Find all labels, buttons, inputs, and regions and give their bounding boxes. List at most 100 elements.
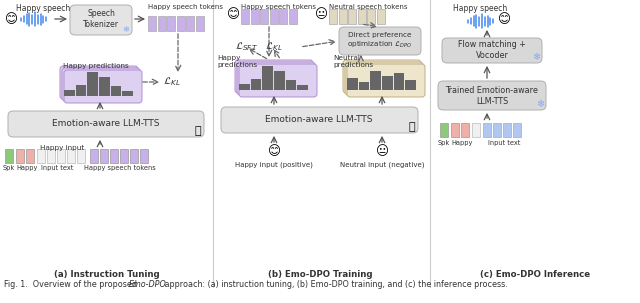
- Text: Neutral
predictions: Neutral predictions: [333, 55, 373, 68]
- Bar: [358, 9, 365, 24]
- FancyBboxPatch shape: [70, 5, 132, 35]
- Text: ❄: ❄: [122, 25, 129, 34]
- Text: 😊: 😊: [227, 8, 239, 21]
- Bar: [394, 73, 404, 90]
- Bar: [67, 149, 75, 163]
- Bar: [367, 9, 375, 24]
- Bar: [493, 123, 501, 137]
- Bar: [239, 84, 250, 90]
- FancyBboxPatch shape: [221, 107, 418, 133]
- Bar: [382, 76, 393, 90]
- Text: Happy speech tokens: Happy speech tokens: [84, 165, 156, 171]
- Bar: [77, 149, 85, 163]
- FancyBboxPatch shape: [8, 111, 204, 137]
- Text: Happy
predictions: Happy predictions: [217, 55, 257, 68]
- Bar: [262, 66, 273, 90]
- Bar: [186, 16, 194, 31]
- Bar: [461, 123, 469, 137]
- FancyBboxPatch shape: [438, 81, 546, 110]
- Text: Happy predictions: Happy predictions: [63, 63, 129, 69]
- Bar: [57, 149, 65, 163]
- Text: Happy speech tokens: Happy speech tokens: [241, 4, 316, 10]
- Text: 🔥: 🔥: [195, 126, 201, 136]
- Text: Neutral speech tokens: Neutral speech tokens: [329, 4, 408, 10]
- FancyBboxPatch shape: [442, 38, 542, 63]
- Text: (a) Instruction Tuning: (a) Instruction Tuning: [54, 270, 160, 279]
- Bar: [339, 9, 346, 24]
- FancyBboxPatch shape: [235, 60, 313, 93]
- Text: $\mathcal{L}_{SFT}$: $\mathcal{L}_{SFT}$: [235, 41, 258, 53]
- Bar: [99, 77, 109, 96]
- Bar: [140, 149, 148, 163]
- Text: Flow matching +
Vocoder: Flow matching + Vocoder: [458, 40, 526, 60]
- Bar: [120, 149, 128, 163]
- Text: (c) Emo-DPO Inference: (c) Emo-DPO Inference: [480, 270, 590, 279]
- Bar: [110, 149, 118, 163]
- Text: Happy input (positive): Happy input (positive): [235, 161, 313, 168]
- Bar: [64, 90, 75, 96]
- Bar: [472, 123, 480, 137]
- FancyBboxPatch shape: [343, 60, 421, 93]
- Text: 😊: 😊: [497, 13, 511, 26]
- Bar: [111, 86, 122, 96]
- Bar: [269, 9, 278, 24]
- Text: Spk: Spk: [3, 165, 15, 171]
- FancyBboxPatch shape: [60, 66, 138, 99]
- Bar: [503, 123, 511, 137]
- Text: Speech
Tokenizer: Speech Tokenizer: [83, 9, 119, 29]
- Bar: [451, 123, 459, 137]
- FancyBboxPatch shape: [345, 62, 423, 95]
- FancyBboxPatch shape: [239, 64, 317, 97]
- Text: (b) Emo-DPO Training: (b) Emo-DPO Training: [268, 270, 372, 279]
- FancyBboxPatch shape: [347, 64, 425, 97]
- Bar: [251, 79, 261, 90]
- Text: Spk: Spk: [438, 140, 450, 146]
- Text: $\mathcal{L}_{KL}$: $\mathcal{L}_{KL}$: [163, 76, 180, 88]
- Text: Emotion-aware LLM-TTS: Emotion-aware LLM-TTS: [265, 115, 372, 125]
- Bar: [440, 123, 448, 137]
- Bar: [298, 85, 308, 90]
- Text: Neutral input (negative): Neutral input (negative): [340, 161, 424, 168]
- Text: Input text: Input text: [41, 165, 73, 171]
- FancyBboxPatch shape: [339, 27, 421, 55]
- Bar: [483, 123, 491, 137]
- Text: Fig. 1.  Overview of the proposed: Fig. 1. Overview of the proposed: [4, 280, 140, 289]
- Text: ❄: ❄: [532, 52, 540, 62]
- Bar: [130, 149, 138, 163]
- Text: 😊: 😊: [268, 145, 280, 158]
- Bar: [177, 16, 184, 31]
- Text: $\mathcal{L}_{KL}$: $\mathcal{L}_{KL}$: [265, 41, 283, 53]
- Bar: [195, 16, 204, 31]
- Text: Emotion-aware LLM-TTS: Emotion-aware LLM-TTS: [52, 119, 160, 128]
- FancyBboxPatch shape: [62, 68, 140, 101]
- Bar: [87, 72, 98, 96]
- FancyBboxPatch shape: [237, 62, 315, 95]
- Bar: [167, 16, 175, 31]
- Text: Happy speech: Happy speech: [16, 4, 70, 13]
- Text: Input text: Input text: [488, 140, 520, 146]
- Bar: [513, 123, 521, 137]
- Bar: [5, 149, 13, 163]
- Text: Happy: Happy: [451, 140, 473, 146]
- Bar: [250, 9, 259, 24]
- Bar: [241, 9, 249, 24]
- Text: 😐: 😐: [376, 145, 388, 158]
- Bar: [260, 9, 268, 24]
- Bar: [358, 82, 369, 90]
- Bar: [90, 149, 98, 163]
- Bar: [371, 71, 381, 90]
- Bar: [76, 85, 86, 96]
- Bar: [279, 9, 287, 24]
- Text: Direct preference
optimization $\mathcal{L}_{DPO}$: Direct preference optimization $\mathcal…: [348, 32, 413, 50]
- Text: Happy speech: Happy speech: [453, 4, 507, 13]
- Bar: [26, 149, 34, 163]
- Bar: [348, 9, 356, 24]
- Bar: [405, 80, 416, 90]
- Text: Emo-DPO: Emo-DPO: [129, 280, 167, 289]
- Bar: [47, 149, 55, 163]
- Text: Happy: Happy: [16, 165, 38, 171]
- Text: approach: (a) instruction tuning, (b) Emo-DPO training, and (c) the inference pr: approach: (a) instruction tuning, (b) Em…: [162, 280, 508, 289]
- Text: ❄: ❄: [536, 99, 544, 109]
- Bar: [100, 149, 108, 163]
- Bar: [37, 149, 45, 163]
